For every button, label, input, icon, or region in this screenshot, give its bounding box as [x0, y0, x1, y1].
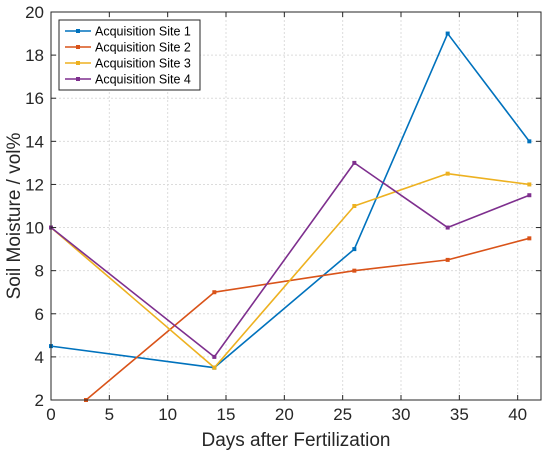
legend-marker [76, 77, 80, 81]
legend-label: Acquisition Site 4 [95, 73, 191, 87]
data-point [445, 225, 450, 230]
data-point [352, 160, 357, 165]
data-point [527, 139, 532, 144]
y-tick-label: 14 [25, 132, 44, 151]
legend-item: Acquisition Site 2 [65, 41, 191, 55]
y-tick-label: 10 [25, 219, 44, 238]
legend-item: Acquisition Site 1 [65, 25, 191, 39]
data-point [445, 31, 450, 36]
series-line [50, 162, 530, 358]
data-point [445, 171, 450, 176]
legend-marker [76, 61, 80, 65]
data-point [352, 204, 357, 208]
legend: Acquisition Site 1 Acquisition Site 2 Acqu… [58, 19, 201, 91]
y-tick-label: 8 [35, 262, 44, 281]
x-axis-label: Days after Fertilization [201, 430, 390, 451]
x-tick-label: 30 [392, 405, 411, 424]
legend-item: Acquisition Site 4 [65, 73, 191, 87]
y-tick-label: 6 [35, 305, 44, 324]
x-tick-label: 35 [450, 405, 469, 424]
legend-item: Acquisition Site 3 [65, 57, 191, 71]
data-point [212, 365, 217, 370]
data-point [527, 193, 532, 198]
y-tick-label: 20 [25, 3, 44, 22]
y-tick-label: 4 [35, 348, 44, 367]
axis-ticks: 0 5 10 15 20 25 30 35 40 2 4 6 8 10 12 14 16 18 20 [25, 3, 541, 424]
data-point [212, 354, 217, 359]
data-point [352, 247, 357, 252]
legend-label: Acquisition Site 3 [95, 57, 191, 71]
y-tick-label: 12 [25, 175, 44, 194]
y-axis-label: Soil Moisture / vol% [4, 132, 25, 299]
y-tick-label: 16 [25, 89, 44, 108]
x-tick-label: 20 [275, 405, 294, 424]
x-tick-label: 15 [217, 405, 236, 424]
x-tick-label: 0 [46, 405, 55, 424]
x-tick-label: 5 [105, 405, 114, 424]
data-point [212, 290, 217, 295]
plot-frame [50, 11, 542, 401]
x-tick-label: 10 [158, 405, 177, 424]
legend-marker [76, 29, 80, 33]
y-tick-label: 18 [25, 46, 44, 65]
data-point [527, 236, 532, 241]
series-line [85, 237, 530, 401]
series-lines [49, 31, 532, 402]
x-tick-label: 25 [333, 405, 352, 424]
data-point [352, 268, 357, 273]
data-point [527, 182, 532, 187]
series-2 [84, 236, 532, 402]
series-line [50, 172, 530, 369]
legend-label: Acquisition Site 2 [95, 41, 191, 55]
legend-label: Acquisition Site 1 [95, 25, 191, 39]
data-point [445, 257, 450, 262]
y-tick-label: 2 [35, 391, 44, 410]
x-tick-label: 40 [508, 405, 527, 424]
legend-marker [76, 45, 80, 49]
